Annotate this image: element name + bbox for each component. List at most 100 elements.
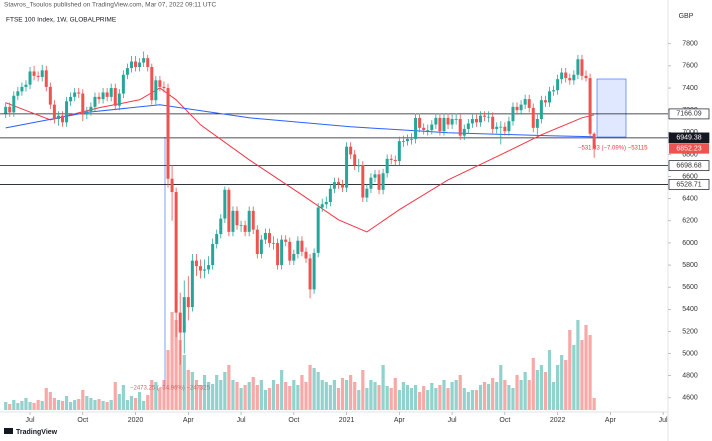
y-tick-label: 5000 [682,350,698,357]
volume-bar [547,350,552,410]
candle-body [36,75,40,77]
candle-body [434,117,438,125]
volume-bar [93,400,97,410]
volume-bar [174,320,178,410]
volume-bar [16,403,20,410]
x-tick-label: Oct [77,417,88,424]
volume-bar [219,380,223,410]
candle-body [292,253,296,261]
candle-body [40,70,44,77]
candle-body [564,72,568,79]
candle-body [32,71,36,76]
candle-body [572,74,576,81]
volume-bar [572,345,576,410]
candle-body [117,93,121,106]
candle-body [446,117,450,125]
candle-body [146,58,150,68]
x-tick-label: Jul [659,417,668,424]
candle-body [381,173,385,190]
volume-bar [202,375,207,410]
y-tick-label: 4600 [682,395,698,402]
volume-bar [336,388,341,410]
publisher-header: Stavros_Tsoulos published on TradingView… [4,2,217,9]
volume-bar [251,377,255,410]
candle-body [576,59,580,75]
volume-bar [154,382,158,410]
candle-body [113,88,117,106]
volume-bar [349,375,353,410]
x-tick-label: 2022 [550,417,566,424]
candle-body [284,239,288,242]
volume-bar [162,380,166,410]
y-tick-label: 7400 [682,85,698,92]
candle-body [227,189,231,232]
candle-body [219,218,223,235]
volume-bar [231,380,235,410]
volume-bar [166,350,170,410]
logo-text: TradingView [16,429,58,436]
x-tick-label: 2021 [339,417,355,424]
level-label-box [668,179,710,190]
volume-bar [568,330,572,410]
volume-bar [369,380,373,410]
candle-body [69,96,73,102]
candle-body [280,239,284,266]
candle-body [393,159,397,162]
volume-bar [109,400,113,410]
volume-bar [491,378,495,410]
volume-bar [495,382,499,410]
volume-bar [36,400,40,410]
candle-body [215,234,219,245]
candle-body [24,84,28,87]
candle-body [235,210,239,226]
candle-body [207,265,211,270]
candle-body [377,174,381,190]
volume-bar [64,396,69,410]
candle-body [231,210,235,232]
last-price-label: 6852.23 [676,145,701,152]
candle-body [418,117,422,128]
candle-body [385,158,389,174]
volume-bar [499,365,503,410]
candle-body [426,130,430,131]
candle-body [48,86,52,105]
volume-bar [81,390,85,410]
candle-body [65,101,69,123]
candle-body [203,269,207,271]
y-tick-label: 4800 [682,373,698,380]
last-price-box [669,143,709,154]
candle-body [129,61,133,69]
candle-body [316,207,320,253]
candle-body [121,74,125,94]
volume-bar [466,392,470,410]
candle-body [125,68,129,75]
candle-body [89,106,93,112]
y-tick-label: 7800 [682,41,698,48]
candle-body [588,78,592,134]
volume-bar [206,382,211,410]
volume-bar [28,402,32,410]
volume-bar [32,403,36,410]
volume-bar [365,388,369,410]
candle-body [369,177,373,189]
volume-bar [20,401,24,410]
candle-body [365,188,369,198]
candle-body [296,240,300,254]
candle-body [243,225,247,232]
candle-body [543,100,547,103]
candle-body [560,72,564,80]
level-label: 6528.71 [676,181,701,188]
x-tick-label: Apr [605,417,617,424]
candle-body [503,126,507,132]
volume-bar [223,372,227,410]
volume-bar [588,335,592,410]
volume-bar [121,385,125,410]
volume-bar [158,388,162,410]
candle-body [247,210,251,232]
candle-body [239,225,243,227]
volume-bar [458,375,462,410]
candle-body [483,115,487,117]
volume-bar [454,380,458,410]
x-tick-label: Apr [183,417,195,424]
candle-body [194,260,198,267]
